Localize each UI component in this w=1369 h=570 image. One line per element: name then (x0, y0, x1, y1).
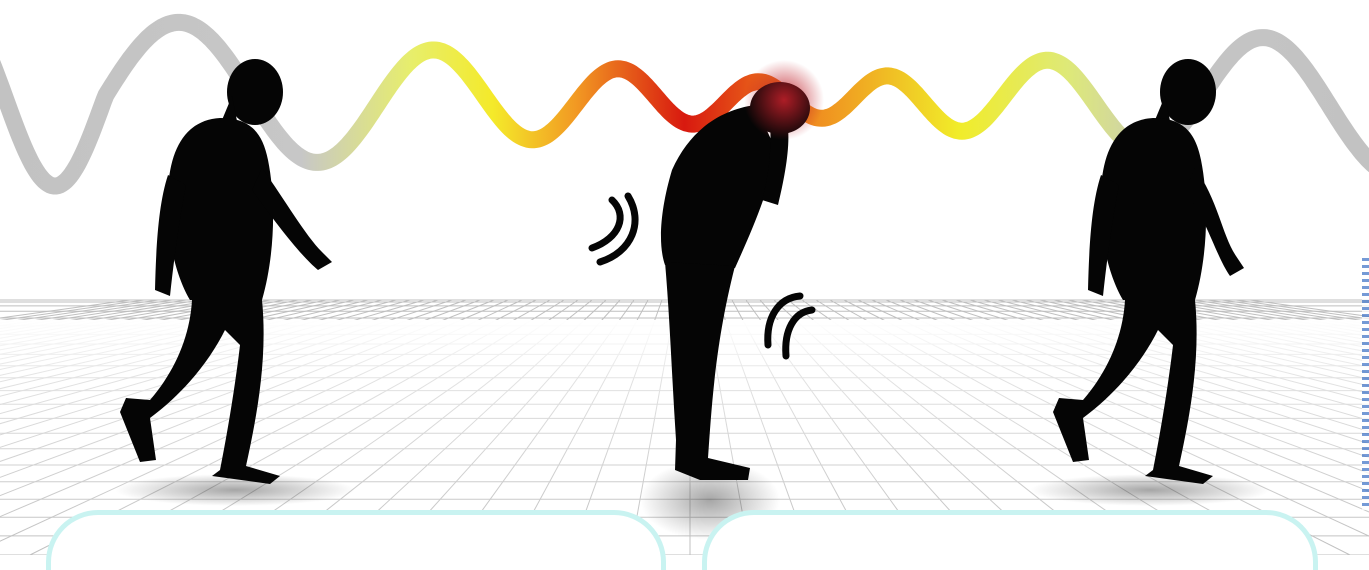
motion-arcs-lower (764, 292, 816, 360)
bending-figure-center (660, 60, 824, 480)
motion-arcs-upper (588, 192, 639, 266)
shadow-left (115, 474, 355, 506)
bottom-panel-right (702, 510, 1318, 570)
walking-figure-left (120, 59, 332, 484)
shadow-right (1030, 474, 1270, 506)
walking-figure-right (1053, 59, 1244, 484)
edge-scan-strip (1362, 258, 1369, 510)
bottom-panel-left (46, 510, 666, 570)
illustration-scene (0, 13, 1369, 555)
